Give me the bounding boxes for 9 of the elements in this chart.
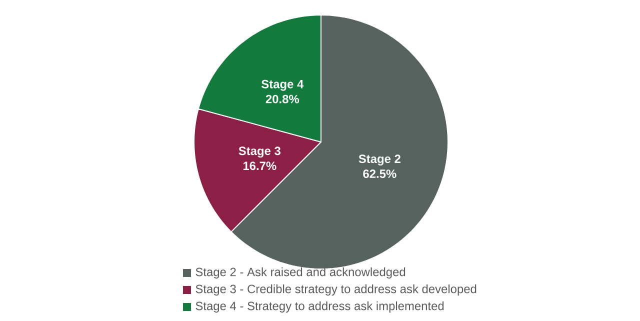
data-label: 20.8% [266, 94, 300, 104]
legend-label: Stage 2 - Ask raised and acknowledged [196, 267, 406, 279]
text: Stage 3 [238, 146, 280, 158]
data-label: 16.7% [243, 162, 276, 170]
text: Stage 4 [261, 80, 304, 91]
text: Stage 2 [358, 154, 400, 166]
legend-label: Stage 4 - Strategy to address ask implemented [196, 301, 444, 313]
legend-label: Stage 3 - Credible strategy to address ask developed [196, 284, 476, 296]
data-label: 62.5% [363, 170, 396, 178]
